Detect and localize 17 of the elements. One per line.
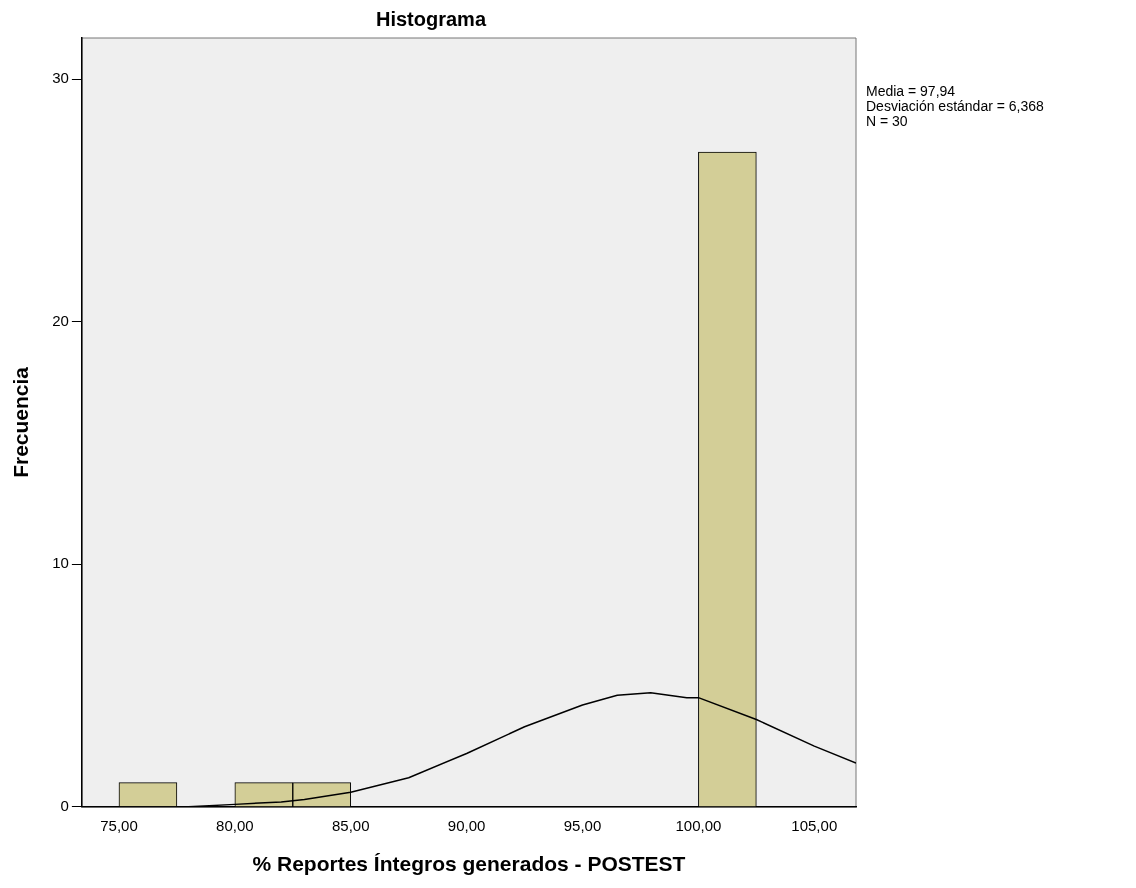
y-axis-title: Frecuencia <box>9 366 33 478</box>
x-tick-label: 90,00 <box>447 816 486 834</box>
x-tick-label: 85,00 <box>331 816 370 834</box>
chart-title: Histograma <box>375 7 487 30</box>
x-axis-title: % Reportes Íntegros generados - POSTEST <box>252 852 686 876</box>
x-tick-label: 100,00 <box>675 816 722 834</box>
y-tick-label: 10 <box>52 554 69 572</box>
text: Media = 97,94 <box>866 83 957 99</box>
x-tick-label: 80,00 <box>216 816 254 834</box>
y-tick-label: 30 <box>52 69 69 87</box>
text: Desviación estándar = 6,368 <box>866 98 1044 114</box>
x-tick-label: 75,00 <box>100 816 138 834</box>
y-tick-label: 20 <box>52 311 69 329</box>
text: N = 30 <box>866 113 909 129</box>
y-tick-label: 0 <box>60 796 69 814</box>
x-tick-label: 105,00 <box>791 816 838 834</box>
x-tick-label: 95,00 <box>563 816 602 834</box>
